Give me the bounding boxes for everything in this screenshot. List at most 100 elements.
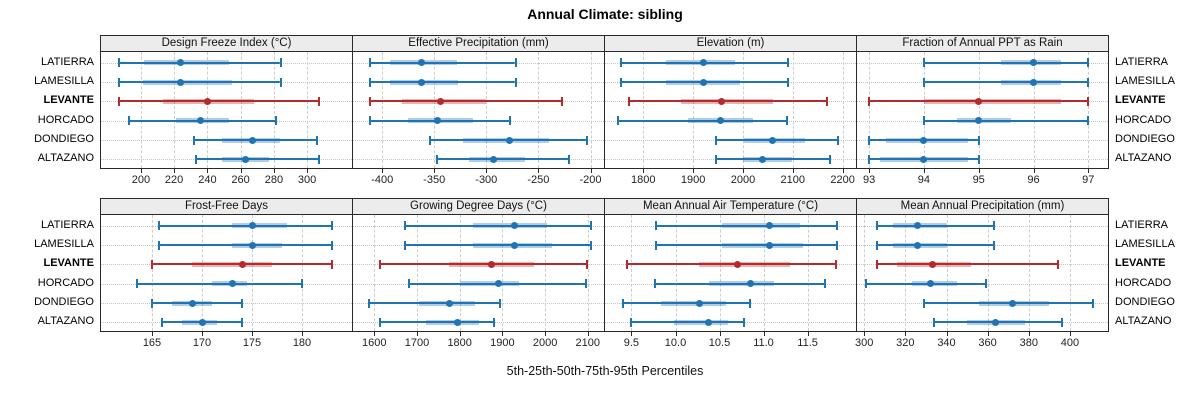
interval-cap-95th bbox=[835, 221, 838, 231]
gridline-vertical bbox=[459, 215, 461, 331]
median-dot bbox=[490, 155, 498, 163]
gridline-vertical bbox=[545, 215, 547, 331]
panel-strip-label: Growing Degree Days (°C) bbox=[410, 200, 547, 212]
interval-cap-5th bbox=[158, 221, 160, 231]
interval-5-95-line bbox=[195, 158, 319, 161]
gridline-vertical bbox=[869, 52, 871, 168]
interval-5-95-line bbox=[159, 244, 332, 246]
interval-cap-95th bbox=[785, 116, 788, 126]
site-label-left-horcado: HORCADO bbox=[37, 113, 94, 126]
interval-cap-5th bbox=[922, 58, 925, 68]
panel-plot-growing-degree-days bbox=[352, 214, 605, 332]
site-label-right-levante: LEVANTE bbox=[1115, 257, 1166, 270]
panel-strip-label: Frost-Free Days bbox=[184, 200, 269, 212]
panel-strip-label: Mean Annual Air Temperature (°C) bbox=[642, 200, 819, 212]
axis-tick-label: 96 bbox=[1027, 174, 1040, 186]
site-label-left-dondiego: DONDIEGO bbox=[34, 133, 94, 145]
gridline-vertical bbox=[807, 215, 809, 331]
median-dot bbox=[505, 136, 513, 144]
panel-plot-effective-precipitation bbox=[352, 51, 605, 169]
site-label-right-altazano: ALTAZANO bbox=[1115, 152, 1172, 165]
iqr-25-75-band bbox=[673, 319, 729, 325]
interval-cap-5th bbox=[118, 77, 121, 87]
interval-5-95-line bbox=[119, 81, 281, 83]
panel-inner bbox=[101, 215, 352, 331]
panel-strip-design-freeze-index: Design Freeze Index (°C) bbox=[100, 35, 353, 52]
interval-cap-95th bbox=[977, 135, 980, 145]
panel-inner bbox=[857, 52, 1108, 168]
axis-tick-mark bbox=[502, 332, 504, 336]
interval-cap-5th bbox=[378, 259, 381, 269]
interval-cap-95th bbox=[492, 317, 495, 327]
interval-cap-95th bbox=[567, 154, 570, 164]
gridline-vertical bbox=[587, 215, 589, 331]
axis-tick-mark bbox=[1069, 332, 1071, 336]
iqr-25-75-band bbox=[142, 79, 233, 85]
axis-tick-label: 1700 bbox=[404, 337, 430, 349]
interval-cap-5th bbox=[654, 279, 657, 289]
median-dot bbox=[177, 59, 185, 67]
panel-strip-mean-annual-precipitation: Mean Annual Precipitation (mm) bbox=[856, 198, 1109, 215]
interval-cap-5th bbox=[922, 77, 925, 87]
gridline-vertical bbox=[792, 52, 794, 168]
gridline-vertical bbox=[207, 52, 209, 168]
iqr-25-75-band bbox=[425, 319, 479, 325]
interval-cap-5th bbox=[407, 279, 410, 289]
interval-cap-5th bbox=[404, 240, 407, 250]
interval-cap-5th bbox=[617, 116, 620, 126]
median-dot bbox=[914, 222, 922, 230]
panel-strip-label: Elevation (m) bbox=[696, 37, 765, 49]
interval-cap-95th bbox=[317, 154, 320, 164]
gridline-vertical bbox=[842, 52, 844, 168]
iqr-25-75-band bbox=[722, 223, 801, 229]
axis-tick-label: 1600 bbox=[362, 337, 387, 349]
axis-tick-mark bbox=[807, 332, 809, 336]
chart-title: Annual Climate: sibling bbox=[527, 6, 683, 22]
interval-5-95-line bbox=[137, 282, 302, 285]
median-dot bbox=[454, 318, 462, 326]
panel-plot-mean-annual-air-temperature bbox=[604, 214, 857, 332]
axis-tick-label: 340 bbox=[937, 337, 956, 349]
axis-tick-label: 240 bbox=[198, 174, 217, 186]
interval-5-95-line bbox=[627, 263, 836, 266]
gridline-vertical bbox=[675, 215, 677, 331]
axis-tick-mark bbox=[864, 332, 866, 336]
median-dot bbox=[975, 117, 983, 125]
interval-cap-5th bbox=[368, 96, 371, 106]
median-dot bbox=[228, 280, 236, 288]
axis-tick-mark bbox=[590, 169, 592, 173]
axis-tick-label: 1800 bbox=[447, 337, 472, 349]
interval-cap-5th bbox=[875, 259, 878, 269]
axis-tick-mark bbox=[842, 169, 844, 173]
axis-tick-mark bbox=[905, 332, 907, 336]
gridline-vertical bbox=[382, 52, 384, 168]
site-label-left-lamesilla: LAMESILLA bbox=[34, 75, 94, 87]
site-label-left-levante: LEVANTE bbox=[43, 257, 94, 270]
gridline-vertical bbox=[590, 52, 592, 168]
median-dot bbox=[992, 318, 1000, 326]
interval-cap-95th bbox=[509, 116, 512, 126]
gridline-vertical bbox=[174, 52, 176, 168]
site-label-right-lamesilla: LAMESILLA bbox=[1115, 75, 1175, 87]
interval-5-95-line bbox=[656, 224, 837, 227]
axis-tick-mark bbox=[240, 169, 242, 173]
interval-cap-5th bbox=[628, 96, 631, 106]
gridline-vertical bbox=[240, 52, 242, 168]
interval-cap-5th bbox=[621, 298, 624, 308]
interval-cap-95th bbox=[992, 240, 995, 250]
interval-cap-95th bbox=[829, 154, 832, 164]
axis-tick-label: 10.0 bbox=[664, 337, 687, 349]
axis-tick-label: 95 bbox=[972, 174, 985, 186]
site-label-right-dondiego: DONDIEGO bbox=[1115, 133, 1175, 145]
interval-cap-5th bbox=[194, 154, 197, 164]
axis-tick-label: -350 bbox=[423, 174, 446, 186]
median-dot bbox=[699, 59, 707, 67]
axis-tick-mark bbox=[307, 169, 309, 173]
interval-5-95-line bbox=[866, 282, 986, 285]
interval-5-95-line bbox=[119, 100, 319, 103]
interval-cap-95th bbox=[586, 135, 589, 145]
gridline-vertical bbox=[946, 215, 948, 331]
median-dot bbox=[766, 241, 774, 249]
interval-cap-5th bbox=[128, 116, 131, 126]
median-dot bbox=[510, 241, 518, 249]
